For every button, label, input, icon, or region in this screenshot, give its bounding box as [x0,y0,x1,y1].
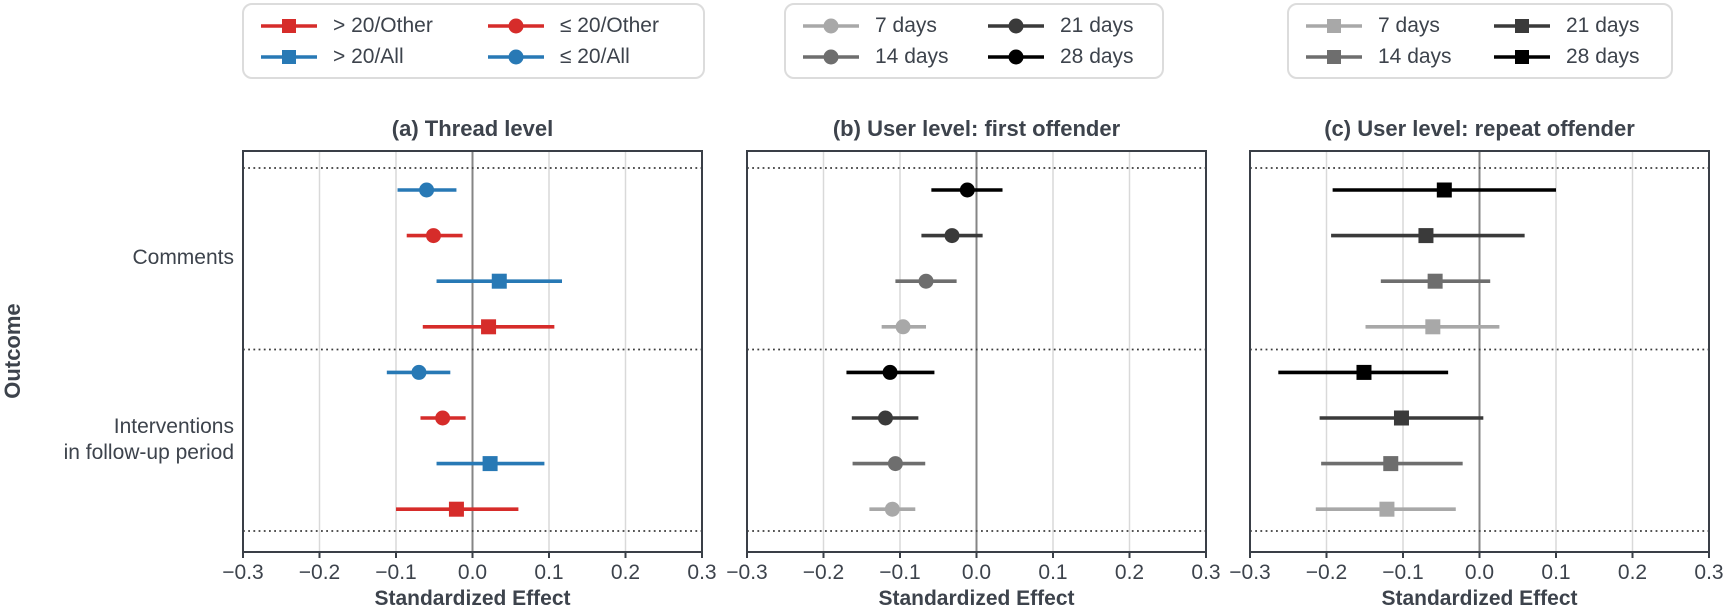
circle-marker-icon [803,18,859,33]
point-estimate-marker [448,501,464,517]
legend-entry: 14 days [1305,46,1467,68]
category-label-line: Interventions [113,415,234,438]
legend-subreddit-models: > 20/Other > 20/All ≤ 20/Other ≤ 20/All [242,3,705,79]
x-tick-label: 0.1 [1541,561,1570,584]
point-estimate-marker [1436,182,1452,198]
legend-entry: 21 days [1493,15,1655,37]
x-tick-label: −0.3 [1229,561,1270,584]
legend-entry: 7 days [1305,15,1467,37]
point-estimate-marker [482,456,498,472]
legend-entry: 21 days [987,15,1146,37]
x-axis-label: Standardized Effect [878,587,1074,610]
point-estimate-marker [411,364,427,380]
x-axis-label: Standardized Effect [374,587,570,610]
x-tick-label: 0.0 [962,561,991,584]
point-estimate-marker [1418,228,1434,244]
legend-entry: > 20/All [260,46,461,68]
x-tick-label: −0.2 [803,561,844,584]
x-tick-label: −0.3 [726,561,767,584]
point-estimate-marker [944,228,960,244]
x-tick-label: 0.0 [1465,561,1494,584]
point-estimate-marker [491,273,507,289]
legend-entry: > 20/Other [260,15,461,37]
x-tick-label: 0.2 [611,561,640,584]
point-estimate-marker [419,182,435,198]
x-tick-label: −0.1 [879,561,920,584]
category-label-interventions: Interventions in follow-up period [0,414,234,466]
legend-entry-label: ≤ 20/Other [559,14,659,37]
panel-title: (b) User level: first offender [833,116,1121,141]
category-label-line: in follow-up period [63,441,234,464]
legend-entry-label: 21 days [1060,14,1134,37]
x-tick-label: 0.1 [534,561,563,584]
category-label-line: Comments [132,246,234,269]
circle-marker-icon [487,18,544,33]
square-marker-icon [1494,49,1550,64]
legend-entry-label: 7 days [875,14,937,37]
square-marker-icon [261,49,317,64]
forest-panel-repeat-offender: (c) User level: repeat offender −0.3 −0.2 −… [1229,116,1723,610]
square-marker-icon [1306,49,1362,64]
point-estimate-marker [435,410,451,426]
point-estimate-marker [887,456,903,472]
legend-entry-label: 28 days [1566,45,1640,68]
square-marker-icon [1494,18,1550,33]
square-marker-icon [261,18,317,33]
panel-title: (a) Thread level [392,116,553,141]
point-estimate-marker [877,410,893,426]
point-estimate-marker [1383,456,1399,472]
legend-entry-label: ≤ 20/All [559,45,630,68]
y-axis-label: Outcome [0,303,25,399]
point-estimate-marker [1425,319,1441,335]
legend-entry: ≤ 20/Other [487,15,687,37]
point-estimate-marker [895,319,911,335]
point-estimate-marker [959,182,975,198]
legend-entry-label: 21 days [1566,14,1640,37]
circle-marker-icon [988,18,1044,33]
legend-entry-label: 14 days [875,45,949,68]
legend-entry: ≤ 20/All [487,46,687,68]
legend-entry-label: 7 days [1378,14,1440,37]
point-estimate-marker [1379,501,1395,517]
category-label-comments: Comments [0,245,234,271]
legend-days-squares: 7 days 14 days 21 days 28 days [1287,3,1673,79]
circle-marker-icon [988,49,1044,64]
x-tick-label: 0.1 [1038,561,1067,584]
panel-title: (c) User level: repeat offender [1324,116,1635,141]
x-tick-label: −0.3 [222,561,263,584]
point-estimate-marker [481,319,497,335]
point-estimate-marker [425,228,441,244]
legend-days-circles: 7 days 14 days 21 days 28 days [784,3,1164,79]
x-tick-label: −0.1 [375,561,416,584]
forest-panel-thread-level: (a) Thread level −0.3 −0.2 −0.1 0.0 0.1 0.2 0.3… [222,116,716,610]
x-tick-label: −0.2 [1306,561,1347,584]
point-estimate-marker [884,501,900,517]
legend-entry: 14 days [802,46,961,68]
legend-entry-label: 14 days [1378,45,1452,68]
circle-marker-icon [803,49,859,64]
point-estimate-marker [1427,273,1443,289]
x-tick-label: 0.3 [1694,561,1723,584]
x-tick-label: 0.3 [1191,561,1220,584]
point-estimate-marker [918,273,934,289]
x-tick-label: −0.2 [299,561,340,584]
legend-entry-label: 28 days [1060,45,1134,68]
legend-entry-label: > 20/Other [333,14,433,37]
legend-entry: 28 days [1493,46,1655,68]
circle-marker-icon [487,49,544,64]
x-tick-label: 0.2 [1618,561,1647,584]
legend-entry: 7 days [802,15,961,37]
point-estimate-marker [882,364,898,380]
x-tick-label: 0.3 [687,561,716,584]
legend-entry: 28 days [987,46,1146,68]
legend-entry-label: > 20/All [333,45,404,68]
square-marker-icon [1306,18,1362,33]
x-tick-label: 0.2 [1115,561,1144,584]
forest-panel-first-offender: (b) User level: first offender −0.3 −0.2 −0… [726,116,1220,610]
x-axis-label: Standardized Effect [1381,587,1577,610]
x-tick-label: 0.0 [458,561,487,584]
point-estimate-marker [1356,364,1372,380]
x-tick-label: −0.1 [1382,561,1423,584]
point-estimate-marker [1393,410,1409,426]
